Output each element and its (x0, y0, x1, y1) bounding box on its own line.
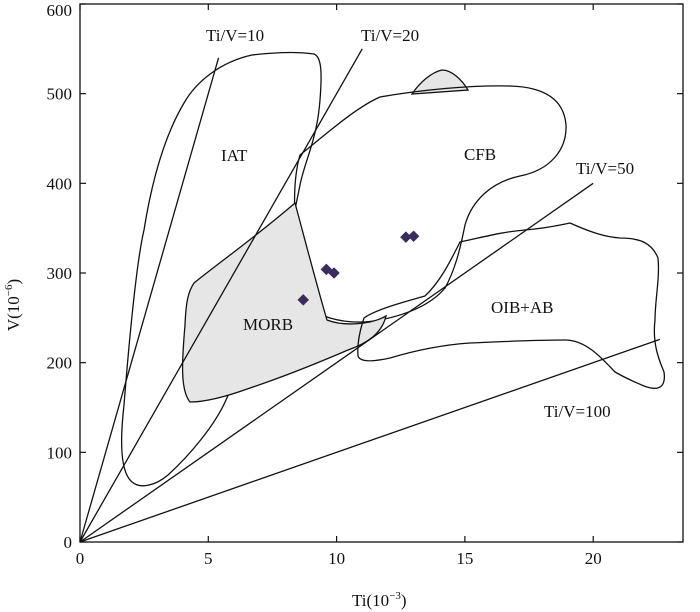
ratio-line-10 (79, 57, 220, 543)
ratio-label-100: Ti/V=100 (544, 402, 611, 421)
x-axis-title: Ti(10−3) (352, 590, 407, 610)
field-label-iat: IAT (221, 146, 248, 165)
y-tick-label: 0 (64, 533, 73, 552)
x-tick-label: 10 (328, 549, 345, 568)
x-tick-label: 15 (456, 549, 473, 568)
data-point (328, 267, 340, 279)
ratio-label-50: Ti/V=50 (576, 159, 634, 178)
data-point (407, 230, 420, 243)
x-tick-label: 20 (585, 549, 602, 568)
y-axis-title: V(10−6) (3, 279, 23, 331)
ratio-lines (79, 48, 661, 543)
ratio-line-20 (79, 48, 363, 543)
ratio-label-20: Ti/V=20 (361, 26, 419, 45)
axes (79, 3, 684, 543)
ratio-line-50 (79, 182, 594, 543)
y-tick-label: 500 (47, 85, 73, 104)
x-tick-label: 5 (204, 549, 213, 568)
sample-points (297, 230, 420, 306)
ratio-line-100 (79, 338, 661, 543)
cfb-field-outline (293, 85, 567, 323)
y-tick-label: 200 (47, 354, 73, 373)
x-tick-label: 0 (76, 549, 85, 568)
data-point (297, 294, 310, 306)
y-tick-label: 400 (47, 174, 73, 193)
morb-field (181, 201, 387, 403)
ratio-label-10: Ti/V=10 (206, 26, 264, 45)
y-tick-label: 100 (47, 443, 73, 462)
oib-ab-field-outline (357, 222, 666, 389)
y-tick-label: 600 (47, 1, 73, 20)
field-label-morb: MORB (243, 315, 293, 334)
plot-frame (79, 3, 684, 543)
y-tick-label: 300 (47, 264, 73, 283)
field-label-cfb: CFB (464, 145, 496, 164)
tectonic-fields (120, 51, 666, 487)
field-label-oib-ab: OIB+AB (491, 298, 553, 317)
